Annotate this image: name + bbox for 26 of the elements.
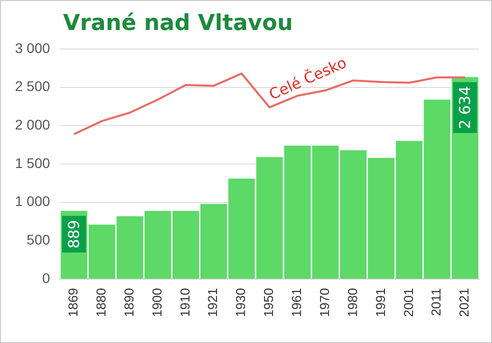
x-tick-label: 1900 bbox=[149, 288, 164, 317]
x-tick-label: 1869 bbox=[66, 288, 81, 317]
x-tick-label: 2001 bbox=[400, 288, 416, 317]
y-tick-label: 500 bbox=[26, 232, 50, 248]
x-tick-label: 1970 bbox=[316, 288, 332, 317]
x-tick-label: 1890 bbox=[121, 288, 136, 317]
y-tick-label: 1 500 bbox=[14, 154, 50, 171]
y-tick-label: 2 000 bbox=[14, 116, 50, 133]
data-label: 889 bbox=[64, 220, 83, 249]
x-tick-label: 1980 bbox=[344, 288, 360, 317]
x-tick-label: 1910 bbox=[177, 288, 192, 317]
data-label: 2 634 bbox=[456, 86, 474, 130]
y-tick-label: 1 000 bbox=[14, 193, 50, 210]
x-tick-label: 1930 bbox=[233, 288, 248, 317]
y-tick-label: 3 000 bbox=[14, 40, 50, 56]
x-tick-label: 1880 bbox=[94, 288, 109, 317]
x-tick-label: 1950 bbox=[261, 288, 276, 317]
chart-title: Vrané nad Vltavou bbox=[63, 11, 293, 36]
x-tick-label: 2011 bbox=[428, 288, 444, 316]
x-tick-label: 1991 bbox=[372, 288, 388, 317]
text: Celé Česko bbox=[266, 53, 350, 104]
x-tick-label: 1961 bbox=[289, 288, 304, 317]
y-tick-label: 2 500 bbox=[14, 78, 50, 94]
x-tick-label: 2021 bbox=[456, 288, 472, 317]
x-tick-label: 1921 bbox=[205, 288, 220, 317]
y-tick-label: 0 bbox=[42, 270, 50, 286]
